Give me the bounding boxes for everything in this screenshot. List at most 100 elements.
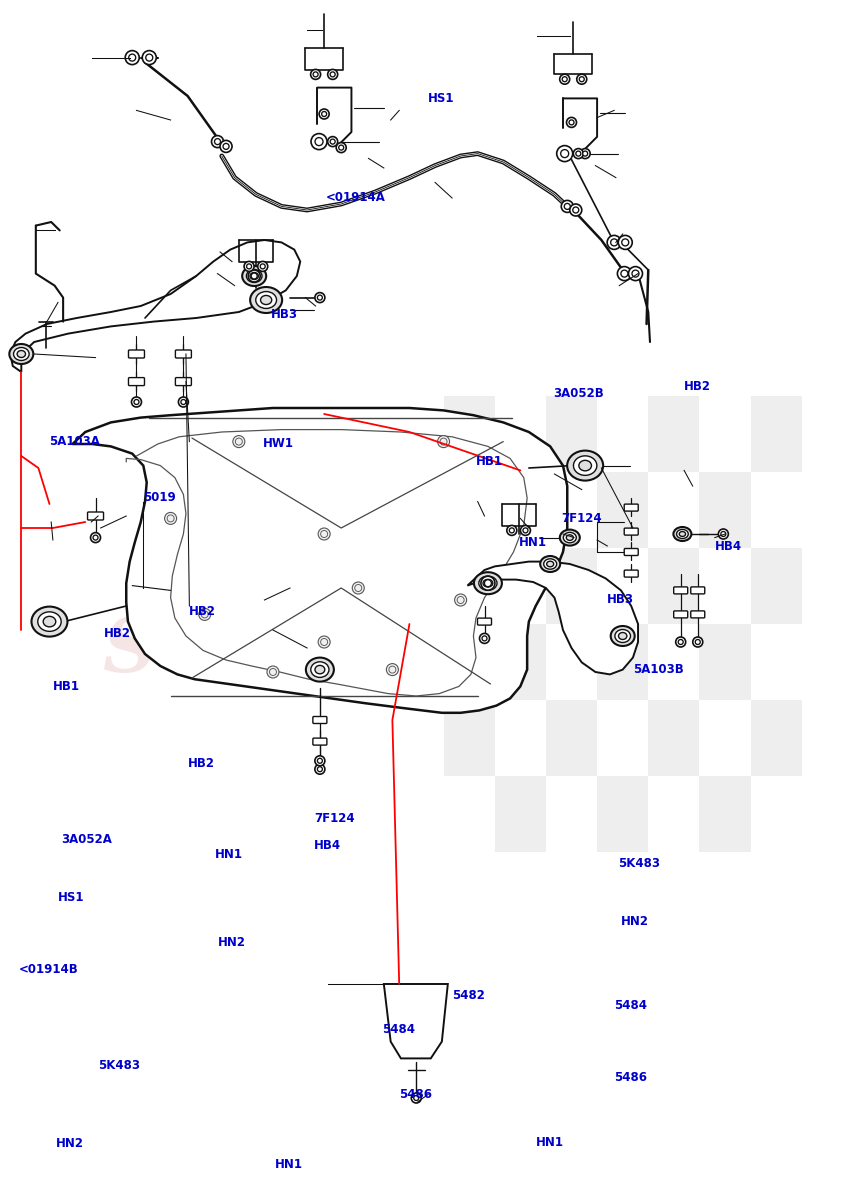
- Circle shape: [386, 664, 398, 676]
- Circle shape: [317, 295, 322, 300]
- FancyBboxPatch shape: [673, 587, 687, 594]
- Ellipse shape: [474, 572, 501, 594]
- Circle shape: [181, 400, 186, 404]
- Ellipse shape: [310, 661, 329, 677]
- Bar: [648, 700, 699, 776]
- Polygon shape: [72, 408, 567, 713]
- Circle shape: [620, 270, 627, 277]
- Circle shape: [142, 50, 156, 65]
- Circle shape: [178, 397, 188, 407]
- Circle shape: [607, 235, 620, 250]
- Circle shape: [314, 756, 325, 766]
- Circle shape: [199, 608, 210, 620]
- Polygon shape: [383, 984, 447, 1058]
- Circle shape: [164, 512, 176, 524]
- Ellipse shape: [478, 576, 497, 590]
- FancyBboxPatch shape: [690, 611, 704, 618]
- Ellipse shape: [17, 350, 26, 358]
- Text: HB2: HB2: [683, 380, 711, 392]
- Circle shape: [628, 266, 642, 281]
- Bar: [443, 548, 494, 624]
- FancyBboxPatch shape: [313, 738, 326, 745]
- Text: HB1: HB1: [475, 456, 503, 468]
- Circle shape: [313, 72, 318, 77]
- Circle shape: [248, 270, 260, 282]
- Text: HB2: HB2: [189, 606, 216, 618]
- Circle shape: [509, 528, 514, 533]
- Circle shape: [318, 528, 330, 540]
- Text: 5K483: 5K483: [98, 1060, 140, 1072]
- Text: HN1: HN1: [215, 848, 243, 860]
- Circle shape: [214, 138, 221, 144]
- Polygon shape: [10, 240, 300, 372]
- Circle shape: [582, 151, 587, 156]
- Bar: [596, 776, 648, 852]
- Circle shape: [720, 532, 725, 536]
- Circle shape: [621, 239, 628, 246]
- Circle shape: [317, 758, 322, 763]
- Text: Scuderia: Scuderia: [102, 614, 473, 688]
- Text: HN1: HN1: [535, 1136, 563, 1148]
- Circle shape: [717, 529, 728, 539]
- Circle shape: [314, 764, 325, 774]
- FancyBboxPatch shape: [313, 716, 326, 724]
- Ellipse shape: [543, 559, 556, 569]
- Circle shape: [201, 611, 208, 618]
- Ellipse shape: [573, 456, 596, 475]
- Text: HS1: HS1: [58, 892, 84, 904]
- Ellipse shape: [256, 292, 276, 308]
- Circle shape: [257, 262, 268, 271]
- Circle shape: [575, 151, 580, 156]
- Bar: [750, 548, 801, 624]
- Circle shape: [506, 526, 516, 535]
- FancyBboxPatch shape: [477, 618, 491, 625]
- Circle shape: [167, 515, 174, 522]
- Circle shape: [675, 637, 685, 647]
- Circle shape: [481, 636, 486, 641]
- Circle shape: [327, 137, 337, 146]
- Circle shape: [569, 204, 581, 216]
- Bar: [750, 700, 801, 776]
- Circle shape: [93, 535, 98, 540]
- Circle shape: [314, 138, 323, 145]
- Circle shape: [617, 266, 630, 281]
- Circle shape: [330, 139, 335, 144]
- Bar: [648, 396, 699, 472]
- Circle shape: [522, 528, 527, 533]
- Circle shape: [618, 235, 631, 250]
- Text: <01914B: <01914B: [19, 964, 78, 976]
- Ellipse shape: [32, 606, 67, 636]
- Circle shape: [484, 580, 491, 587]
- Ellipse shape: [242, 266, 266, 286]
- Text: HS1: HS1: [428, 92, 454, 104]
- Circle shape: [556, 145, 572, 162]
- FancyBboxPatch shape: [624, 504, 637, 511]
- FancyBboxPatch shape: [624, 570, 637, 577]
- Circle shape: [90, 533, 101, 542]
- Text: 3A052A: 3A052A: [61, 834, 112, 846]
- Circle shape: [352, 582, 364, 594]
- Circle shape: [146, 54, 153, 61]
- Ellipse shape: [676, 529, 688, 539]
- Circle shape: [437, 436, 449, 448]
- Text: 5482: 5482: [452, 990, 485, 1002]
- Text: 5019: 5019: [143, 492, 176, 504]
- Circle shape: [318, 636, 330, 648]
- Circle shape: [411, 1093, 421, 1103]
- Text: HB4: HB4: [314, 840, 341, 852]
- Circle shape: [576, 74, 586, 84]
- Circle shape: [631, 270, 638, 277]
- Ellipse shape: [546, 562, 553, 566]
- Text: 5A103A: 5A103A: [49, 436, 101, 448]
- Circle shape: [454, 594, 466, 606]
- Circle shape: [561, 77, 567, 82]
- Text: HB2: HB2: [104, 628, 131, 640]
- FancyBboxPatch shape: [690, 587, 704, 594]
- Bar: [545, 396, 596, 472]
- Text: 5A103B: 5A103B: [632, 664, 682, 676]
- Circle shape: [129, 54, 135, 61]
- Ellipse shape: [610, 626, 634, 646]
- Text: HN1: HN1: [518, 536, 546, 548]
- Circle shape: [479, 634, 489, 643]
- FancyBboxPatch shape: [176, 350, 191, 358]
